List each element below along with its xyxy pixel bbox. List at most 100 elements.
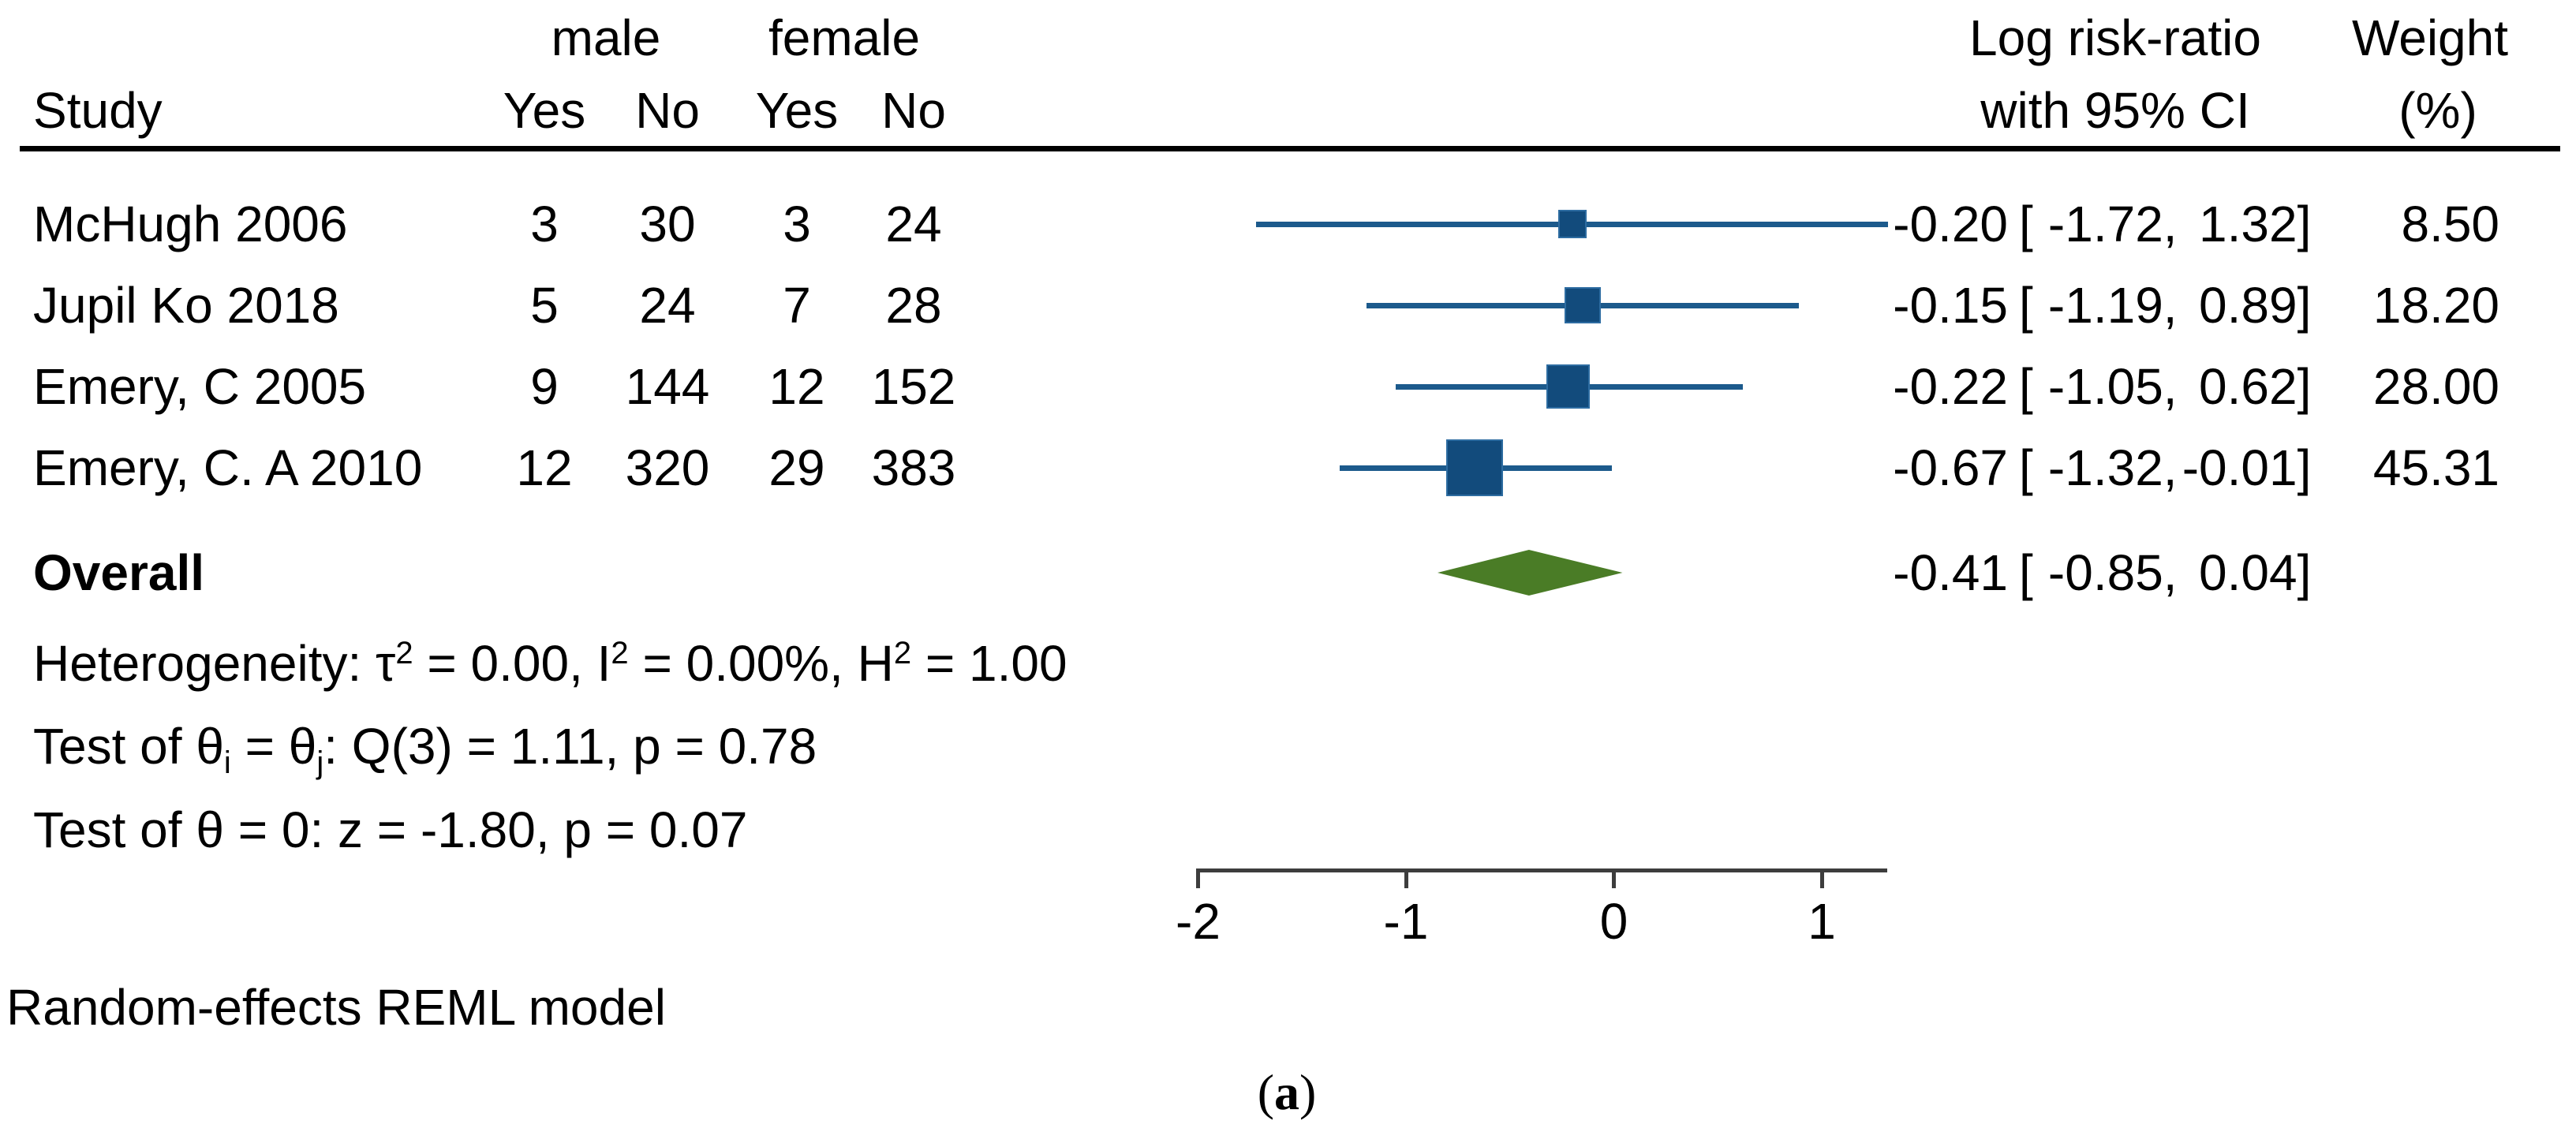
- ci-upper: 0.62: [2199, 358, 2297, 415]
- x-axis-line: [1198, 868, 1887, 872]
- ci-comma: ,: [2163, 439, 2178, 496]
- caption-letter: a: [1274, 1064, 1299, 1120]
- heterogeneity-mid2: = 0.00%, H: [628, 635, 894, 692]
- header-rule: [20, 146, 2560, 151]
- weight-value: 8.50: [2401, 196, 2499, 252]
- count-cell: 12: [768, 358, 825, 415]
- ci-estimate: -0.41: [1893, 544, 2008, 601]
- ci-close-bracket: ]: [2297, 544, 2312, 601]
- tau-squared-exponent: 2: [395, 636, 413, 670]
- effect-header-line2: with 95% CI: [1980, 82, 2250, 139]
- ci-label: -0.15[-1.19, 0.89]: [1890, 280, 2311, 331]
- female-no-column-header: No: [881, 82, 946, 139]
- x-axis-tick: [1404, 868, 1408, 888]
- caption-close-paren: ): [1299, 1064, 1317, 1120]
- ci-upper: 1.32: [2199, 196, 2297, 252]
- ci-lower: -0.85: [2047, 544, 2163, 601]
- heterogeneity-stats: Heterogeneity: τ2 = 0.00, I2 = 0.00%, H2…: [33, 635, 1067, 692]
- study-name: Emery, C 2005: [33, 358, 367, 415]
- overall-label: Overall: [33, 544, 205, 601]
- ci-close-bracket: ]: [2297, 196, 2312, 252]
- weight-value: 18.20: [2372, 277, 2499, 334]
- male-group-header: male: [551, 9, 661, 66]
- male-yes-column-header: Yes: [503, 82, 586, 139]
- h-squared-exponent: 2: [893, 636, 912, 670]
- x-axis-tick: [1612, 868, 1616, 888]
- count-cell: 383: [871, 439, 956, 496]
- ci-comma: ,: [2163, 196, 2178, 252]
- caption-open-paren: (: [1257, 1064, 1274, 1120]
- ci-estimate: -0.22: [1893, 358, 2008, 415]
- ci-open-bracket: [: [2019, 439, 2033, 496]
- count-cell: 3: [783, 196, 811, 252]
- x-axis-tick-label: 0: [1599, 893, 1628, 950]
- effect-square: [1557, 210, 1587, 238]
- test-theta-ij-stats: Test of θi = θj: Q(3) = 1.11, p = 0.78: [33, 721, 817, 779]
- effect-square: [1565, 287, 1601, 323]
- x-axis-tick-label: -2: [1176, 893, 1221, 950]
- study-column-header: Study: [33, 82, 163, 139]
- count-cell: 144: [625, 358, 710, 415]
- ci-lower: -1.19: [2047, 277, 2163, 334]
- ci-label: -0.22[-1.05, 0.62]: [1890, 361, 2311, 412]
- count-cell: 5: [530, 277, 559, 334]
- count-cell: 24: [885, 196, 942, 252]
- ci-label: -0.67[-1.32,-0.01]: [1890, 443, 2311, 493]
- ci-open-bracket: [: [2019, 358, 2033, 415]
- x-axis-tick: [1819, 868, 1824, 888]
- study-name: Emery, C. A 2010: [33, 439, 423, 496]
- weight-value: 45.31: [2372, 439, 2499, 496]
- heterogeneity-mid1: = 0.00, I: [413, 635, 611, 692]
- ci-comma: ,: [2163, 277, 2178, 334]
- weight-header-line1: Weight: [2351, 9, 2509, 66]
- weight-header-line2: (%): [2398, 82, 2477, 139]
- i-squared-exponent: 2: [611, 636, 629, 670]
- count-cell: 7: [783, 277, 811, 334]
- effect-square: [1546, 364, 1591, 409]
- test-ij-mid: = θ: [230, 718, 317, 775]
- weight-value: 28.00: [2372, 358, 2499, 415]
- ci-open-bracket: [: [2019, 196, 2033, 252]
- female-yes-column-header: Yes: [755, 82, 839, 139]
- effect-square: [1445, 439, 1503, 496]
- x-axis-tick-label: -1: [1383, 893, 1429, 950]
- overall-diamond: [1437, 550, 1623, 596]
- count-cell: 9: [530, 358, 559, 415]
- figure-caption: (a): [1258, 1067, 1317, 1118]
- model-footnote: Random-effects REML model: [6, 979, 666, 1036]
- ci-lower: -1.72: [2047, 196, 2163, 252]
- theta-i-subscript: i: [223, 745, 231, 780]
- ci-comma: ,: [2163, 544, 2178, 601]
- count-cell: 29: [768, 439, 825, 496]
- overall-ci-label: -0.41[-0.85, 0.04]: [1890, 547, 2311, 598]
- ci-upper: -0.01: [2182, 439, 2297, 496]
- count-cell: 152: [871, 358, 956, 415]
- ci-estimate: -0.20: [1893, 196, 2008, 252]
- heterogeneity-pre: Heterogeneity: τ: [33, 635, 396, 692]
- ci-close-bracket: ]: [2297, 439, 2312, 496]
- count-cell: 12: [516, 439, 573, 496]
- overall-diamond-shape: [1437, 550, 1623, 596]
- x-axis-tick-label: 1: [1808, 893, 1836, 950]
- ci-lower: -1.05: [2047, 358, 2163, 415]
- count-cell: 28: [885, 277, 942, 334]
- study-name: Jupil Ko 2018: [33, 277, 339, 334]
- effect-header-line1: Log risk-ratio: [1969, 9, 2261, 66]
- x-axis-tick: [1196, 868, 1200, 888]
- count-cell: 30: [639, 196, 696, 252]
- ci-upper: 0.89: [2199, 277, 2297, 334]
- ci-open-bracket: [: [2019, 277, 2033, 334]
- ci-estimate: -0.67: [1893, 439, 2008, 496]
- ci-close-bracket: ]: [2297, 358, 2312, 415]
- theta-j-subscript: j: [316, 745, 324, 780]
- ci-close-bracket: ]: [2297, 277, 2312, 334]
- count-cell: 3: [530, 196, 559, 252]
- ci-lower: -1.32: [2047, 439, 2163, 496]
- female-group-header: female: [768, 9, 921, 66]
- count-cell: 24: [639, 277, 696, 334]
- test-ij-post: : Q(3) = 1.11, p = 0.78: [323, 718, 817, 775]
- heterogeneity-post: = 1.00: [911, 635, 1067, 692]
- ci-upper: 0.04: [2199, 544, 2297, 601]
- count-cell: 320: [625, 439, 710, 496]
